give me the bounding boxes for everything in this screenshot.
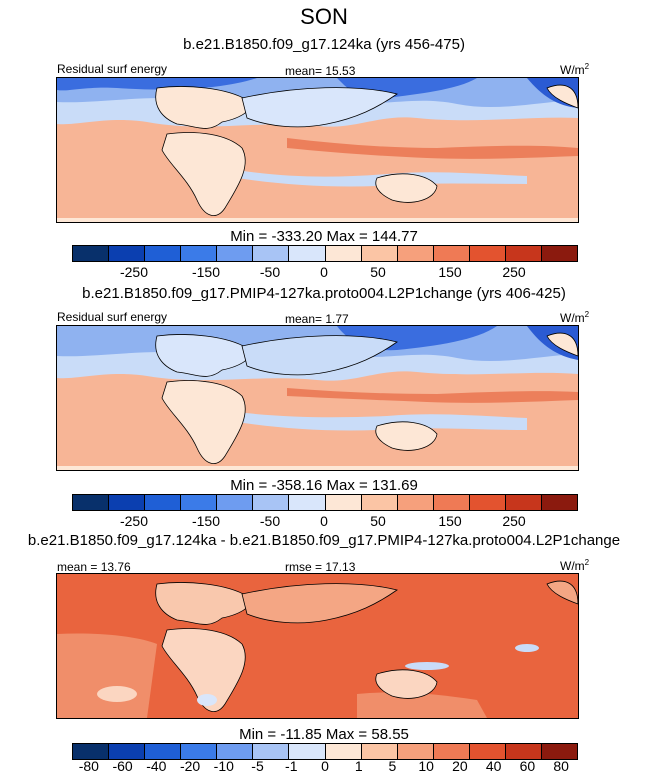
colorbar-tick: -10 <box>213 758 234 774</box>
panel-2-title: b.e21.B1850.f09_g17.PMIP4-127ka.proto004… <box>82 285 566 302</box>
panel-1-colorbar <box>72 245 578 262</box>
colorbar-swatch <box>217 495 254 510</box>
panel-3-map <box>56 573 579 719</box>
colorbar-swatch <box>433 246 470 261</box>
colorbar-tick: 0 <box>320 264 328 280</box>
colorbar-swatch <box>505 744 543 759</box>
colorbar-swatch <box>361 246 398 261</box>
colorbar-tick: 0 <box>321 758 329 774</box>
colorbar-tick: 0 <box>320 513 328 529</box>
colorbar-tick: 20 <box>452 758 468 774</box>
panel-3-map-field <box>57 574 578 718</box>
panel-2-variable-label: Residual surf energy <box>57 310 168 324</box>
colorbar-swatch <box>505 246 543 261</box>
colorbar-tick: -40 <box>146 758 167 774</box>
panel-3-mean-label: mean = 13.76 <box>57 560 131 574</box>
colorbar-swatch <box>109 246 146 261</box>
colorbar-swatch <box>145 246 182 261</box>
colorbar-tick: 5 <box>388 758 397 774</box>
panel-1-variable-label: Residual surf energy <box>57 62 168 76</box>
panel-2-map <box>56 325 579 471</box>
colorbar-tick: 80 <box>553 758 569 774</box>
colorbar-swatch <box>325 495 362 510</box>
colorbar-swatch <box>73 246 110 261</box>
colorbar-swatch <box>542 744 578 759</box>
colorbar-swatch <box>542 495 578 510</box>
colorbar-tick: 50 <box>370 264 386 280</box>
colorbar-swatch <box>542 246 578 261</box>
panel-3-colorbar <box>72 743 578 760</box>
colorbar-swatch <box>181 246 218 261</box>
colorbar-tick: 1 <box>354 758 363 774</box>
panel-2-map-field <box>57 326 578 470</box>
colorbar-tick: -150 <box>191 513 221 529</box>
colorbar-swatch <box>253 246 290 261</box>
panel-2-colorbar <box>72 494 578 511</box>
panel-3-units: W/m2 <box>560 558 590 573</box>
colorbar-swatch <box>73 744 110 759</box>
colorbar-swatch <box>361 495 398 510</box>
colorbar-swatch <box>397 744 434 759</box>
colorbar-tick: 250 <box>502 264 526 280</box>
colorbar-tick: 50 <box>370 513 386 529</box>
figure-title: SON <box>300 4 348 29</box>
colorbar-swatch <box>145 744 182 759</box>
panel-1-map <box>56 77 579 223</box>
colorbar-tick: 60 <box>519 758 536 774</box>
panel-1-units: W/m2 <box>560 62 590 77</box>
panel-1-minmax: Min = -333.20 Max = 144.77 <box>230 228 418 245</box>
colorbar-swatch <box>325 744 362 759</box>
colorbar-tick: -50 <box>259 513 281 529</box>
colorbar-swatch <box>217 246 254 261</box>
colorbar-tick: -150 <box>191 264 221 280</box>
colorbar-tick: 150 <box>438 264 462 280</box>
colorbar-swatch <box>469 495 506 510</box>
panel-1-mean-label: mean= 15.53 <box>285 64 356 78</box>
colorbar-swatch <box>145 495 182 510</box>
panel-1-map-field <box>57 78 578 222</box>
panel-3-rmse-label: rmse = 17.13 <box>285 560 356 574</box>
panel-2-mean-label: mean= 1.77 <box>285 312 349 326</box>
colorbar-tick: -50 <box>259 264 281 280</box>
colorbar-swatch <box>397 495 434 510</box>
colorbar-swatch <box>253 744 290 759</box>
colorbar-tick: -250 <box>119 264 149 280</box>
colorbar-swatch <box>289 495 326 510</box>
colorbar-tick: 250 <box>502 513 526 529</box>
panel-2-minmax: Min = -358.16 Max = 131.69 <box>230 477 418 494</box>
colorbar-swatch <box>253 495 290 510</box>
colorbar-tick: 10 <box>418 758 434 774</box>
colorbar-swatch <box>217 744 254 759</box>
colorbar-swatch <box>289 246 326 261</box>
colorbar-tick: -5 <box>251 758 264 774</box>
panel-2-units: W/m2 <box>560 310 590 325</box>
colorbar-tick: -80 <box>78 758 99 774</box>
colorbar-tick: 40 <box>485 758 502 774</box>
colorbar-swatch <box>289 744 326 759</box>
colorbar-swatch <box>109 744 146 759</box>
colorbar-swatch <box>469 744 506 759</box>
panel-3-minmax: Min = -11.85 Max = 58.55 <box>239 726 409 743</box>
colorbar-swatch <box>325 246 362 261</box>
colorbar-swatch <box>181 744 218 759</box>
colorbar-swatch <box>109 495 146 510</box>
colorbar-tick: -60 <box>112 758 133 774</box>
colorbar-swatch <box>73 495 110 510</box>
colorbar-swatch <box>469 246 506 261</box>
colorbar-tick: 150 <box>438 513 462 529</box>
colorbar-tick: -250 <box>119 513 149 529</box>
colorbar-tick: -1 <box>285 758 298 774</box>
colorbar-swatch <box>505 495 543 510</box>
panel-1-title: b.e21.B1850.f09_g17.124ka (yrs 456-475) <box>183 36 465 53</box>
colorbar-swatch <box>433 495 470 510</box>
colorbar-swatch <box>397 246 434 261</box>
colorbar-swatch <box>181 495 218 510</box>
colorbar-swatch <box>361 744 398 759</box>
panel-3-title: b.e21.B1850.f09_g17.124ka - b.e21.B1850.… <box>27 532 621 549</box>
colorbar-swatch <box>433 744 470 759</box>
colorbar-tick: -20 <box>179 758 201 774</box>
